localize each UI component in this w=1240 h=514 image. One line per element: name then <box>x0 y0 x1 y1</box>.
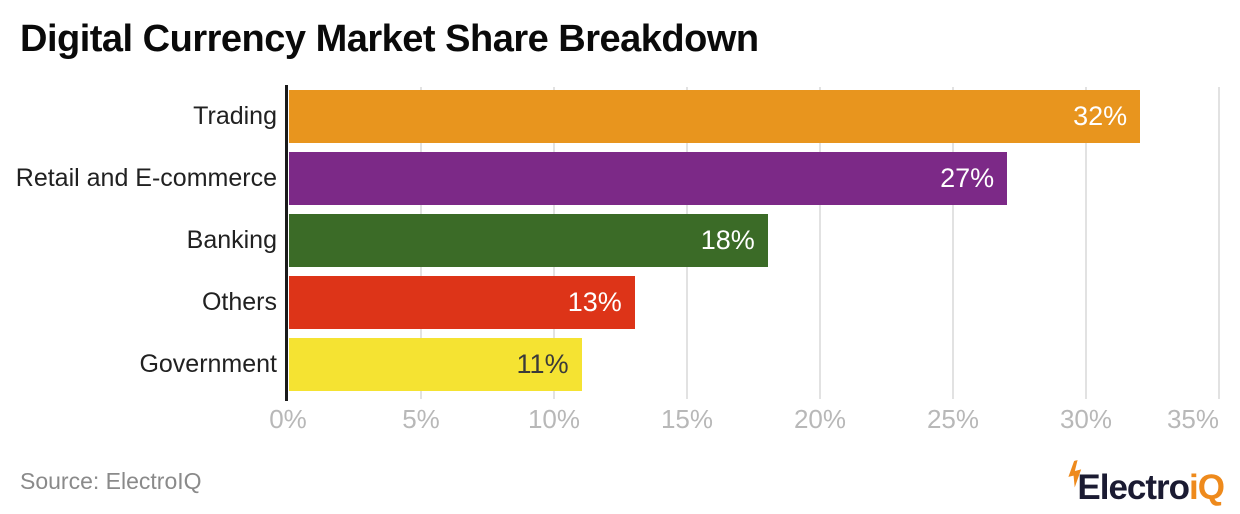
x-tick-label-20: 20% <box>793 404 847 434</box>
bar-row-retail-and-e-commerce: 27% <box>288 152 1219 205</box>
gridline-30 <box>1085 87 1087 399</box>
bar-retail-and-e-commerce: 27% <box>289 152 1008 205</box>
bar-row-trading: 32% <box>288 90 1219 143</box>
bar-value-label-trading: 32% <box>1073 101 1128 131</box>
bar-trading: 32% <box>289 90 1141 143</box>
x-tick-label-25: 25% <box>926 404 980 434</box>
x-tick-label-35: 35% <box>1166 404 1219 434</box>
bar-others: 13% <box>289 276 635 329</box>
category-label-banking: Banking <box>186 226 277 254</box>
bar-value-label-government: 11% <box>516 349 569 379</box>
lightning-bolt-icon <box>1068 459 1082 488</box>
plot-area: 32% 27% 18% 13% 11% <box>285 85 1220 401</box>
chart-title: Digital Currency Market Share Breakdown <box>20 18 759 60</box>
gridline-35 <box>1218 87 1220 399</box>
x-tick-label-10: 10% <box>527 404 581 434</box>
category-label-others: Others <box>201 288 277 316</box>
bar-value-label-retail-and-e-commerce: 27% <box>940 163 995 193</box>
x-tick-label-5: 5% <box>402 404 440 434</box>
bar-row-banking: 18% <box>288 214 1219 267</box>
category-label-trading: Trading <box>193 102 277 130</box>
logo-text-electro: Electro <box>1077 468 1190 507</box>
x-tick-label-0: 0% <box>269 404 307 434</box>
y-axis-line <box>285 85 288 401</box>
bar-row-others: 13% <box>288 276 1219 329</box>
bar-government: 11% <box>289 338 582 391</box>
bar-row-government: 11% <box>288 338 1219 391</box>
gridline-20 <box>819 87 821 399</box>
bar-value-label-banking: 18% <box>700 225 755 255</box>
logo-text-iq: iQ <box>1189 468 1225 507</box>
x-tick-label-30: 30% <box>1059 404 1113 434</box>
gridline-25 <box>952 87 954 399</box>
bar-banking: 18% <box>289 214 768 267</box>
category-label-government: Government <box>139 350 277 378</box>
bar-value-label-others: 13% <box>567 287 622 317</box>
category-label-retail-and-e-commerce: Retail and E-commerce <box>15 164 277 192</box>
electroiq-logo: ElectroiQ <box>1068 459 1225 507</box>
source-label: Source: ElectroIQ <box>20 468 202 494</box>
x-tick-label-15: 15% <box>660 404 714 434</box>
